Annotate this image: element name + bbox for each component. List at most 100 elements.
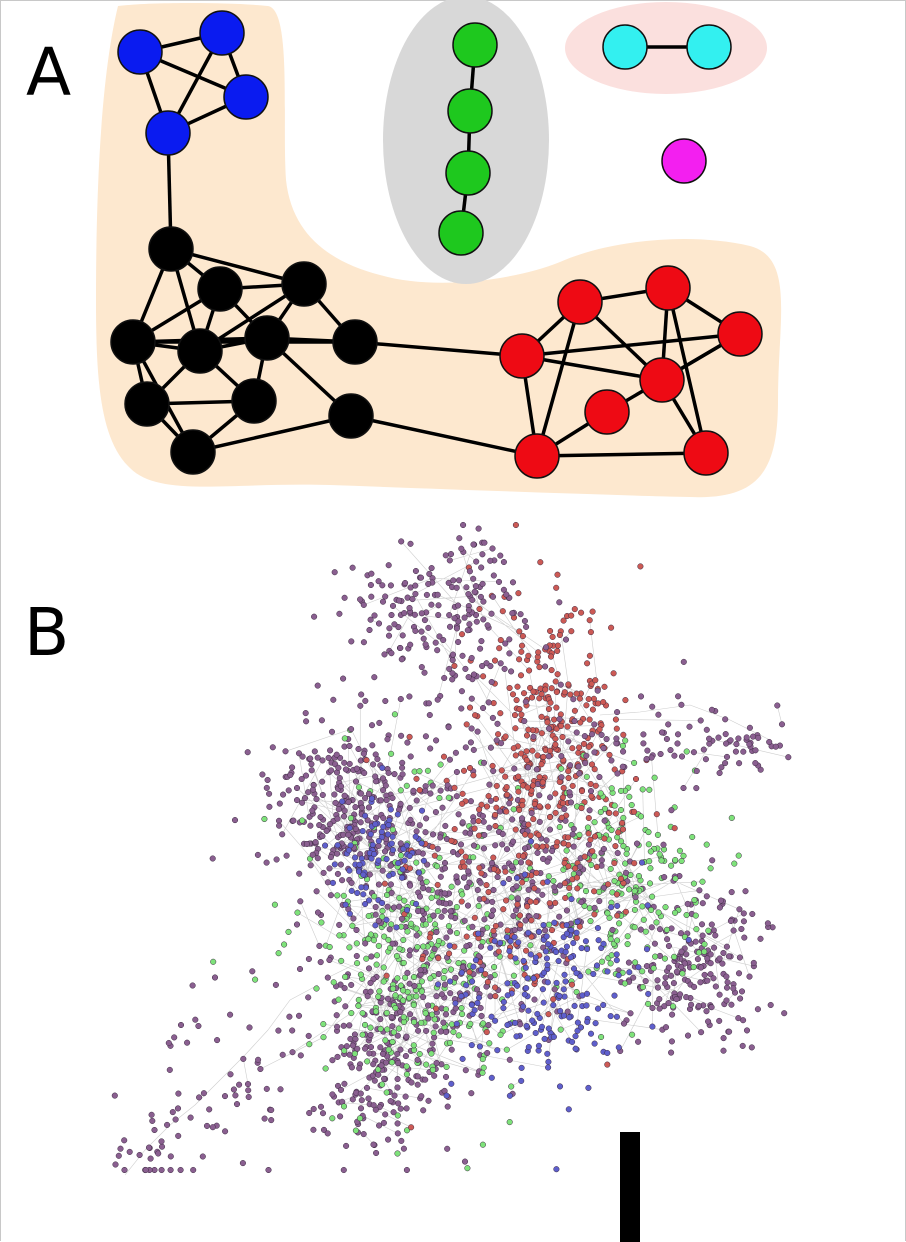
network-node <box>272 981 279 988</box>
network-node <box>495 731 502 738</box>
network-node <box>396 945 403 952</box>
network-node <box>359 828 366 835</box>
network-node <box>442 900 449 907</box>
network-node <box>561 880 568 887</box>
network-node <box>639 984 646 991</box>
network-node <box>383 1089 390 1096</box>
network-node <box>429 782 436 789</box>
network-node <box>532 954 539 961</box>
network-node <box>615 972 622 979</box>
network-node <box>697 717 704 724</box>
network-node <box>567 799 575 806</box>
network-node <box>554 642 561 649</box>
network-node <box>309 807 316 814</box>
network-node <box>643 963 650 970</box>
network-node <box>386 926 393 933</box>
network-node <box>649 1004 656 1012</box>
network-node <box>567 691 574 698</box>
network-node <box>341 985 348 992</box>
network-node <box>426 711 433 719</box>
network-node <box>485 1022 492 1029</box>
network-node <box>443 1092 450 1099</box>
network-node <box>484 622 491 629</box>
network-node <box>442 552 449 559</box>
network-node <box>525 1007 532 1014</box>
network-node <box>632 959 639 966</box>
network-node <box>479 1056 486 1063</box>
network-node <box>723 943 730 950</box>
network-node <box>372 922 379 929</box>
network-node <box>431 946 438 953</box>
node-red-r5 <box>639 357 685 403</box>
network-node <box>620 748 627 755</box>
network-node <box>608 904 615 911</box>
network-node <box>285 928 292 935</box>
network-node <box>658 729 666 736</box>
network-node <box>360 891 367 898</box>
network-node <box>506 1092 513 1099</box>
network-node <box>533 766 540 773</box>
network-node <box>482 971 489 978</box>
network-node <box>327 747 334 754</box>
network-node <box>425 1002 432 1009</box>
network-node <box>408 1079 415 1086</box>
network-node <box>486 824 493 831</box>
network-node <box>275 1027 282 1034</box>
network-node <box>451 662 458 669</box>
network-node <box>368 570 375 577</box>
network-node <box>563 922 570 929</box>
network-node <box>142 1166 149 1174</box>
network-node <box>255 1056 262 1063</box>
network-node <box>492 795 500 802</box>
network-node <box>655 909 662 916</box>
network-node <box>367 988 374 995</box>
panel-a-nodes <box>110 10 763 479</box>
network-node <box>380 1119 387 1126</box>
node-green-g1 <box>452 22 498 68</box>
network-node <box>504 927 511 934</box>
network-node <box>341 792 348 799</box>
network-node <box>632 775 640 783</box>
network-node <box>701 971 708 978</box>
network-node <box>477 879 484 886</box>
network-node <box>584 824 591 831</box>
network-node <box>447 551 455 558</box>
network-node <box>738 988 746 995</box>
network-node <box>560 617 567 624</box>
network-node <box>708 1004 715 1011</box>
network-node <box>357 1090 364 1097</box>
network-node <box>367 931 374 938</box>
network-node <box>464 1165 471 1172</box>
network-node <box>552 741 559 748</box>
network-node <box>503 808 510 815</box>
network-node <box>418 1093 425 1100</box>
network-node <box>522 698 529 705</box>
network-node <box>293 921 301 928</box>
network-node <box>571 707 578 714</box>
network-node <box>607 936 614 943</box>
network-node <box>399 866 406 873</box>
network-node <box>707 971 714 978</box>
network-node <box>723 740 730 747</box>
network-node <box>489 762 496 769</box>
network-node <box>415 908 422 915</box>
network-node <box>407 753 414 760</box>
network-node <box>359 1031 366 1038</box>
network-node <box>699 900 706 907</box>
network-node <box>620 843 627 850</box>
network-node <box>446 942 453 949</box>
network-node <box>379 867 386 874</box>
network-node <box>608 827 615 834</box>
network-node <box>639 903 646 910</box>
network-node <box>389 1023 396 1030</box>
network-node <box>375 881 382 888</box>
network-node <box>429 952 436 959</box>
network-node <box>693 767 700 775</box>
network-node <box>752 747 759 754</box>
network-node <box>678 701 685 708</box>
network-node <box>538 761 545 768</box>
network-node <box>539 986 546 993</box>
network-node <box>117 1145 124 1152</box>
network-node <box>372 903 379 911</box>
network-node <box>677 930 685 937</box>
